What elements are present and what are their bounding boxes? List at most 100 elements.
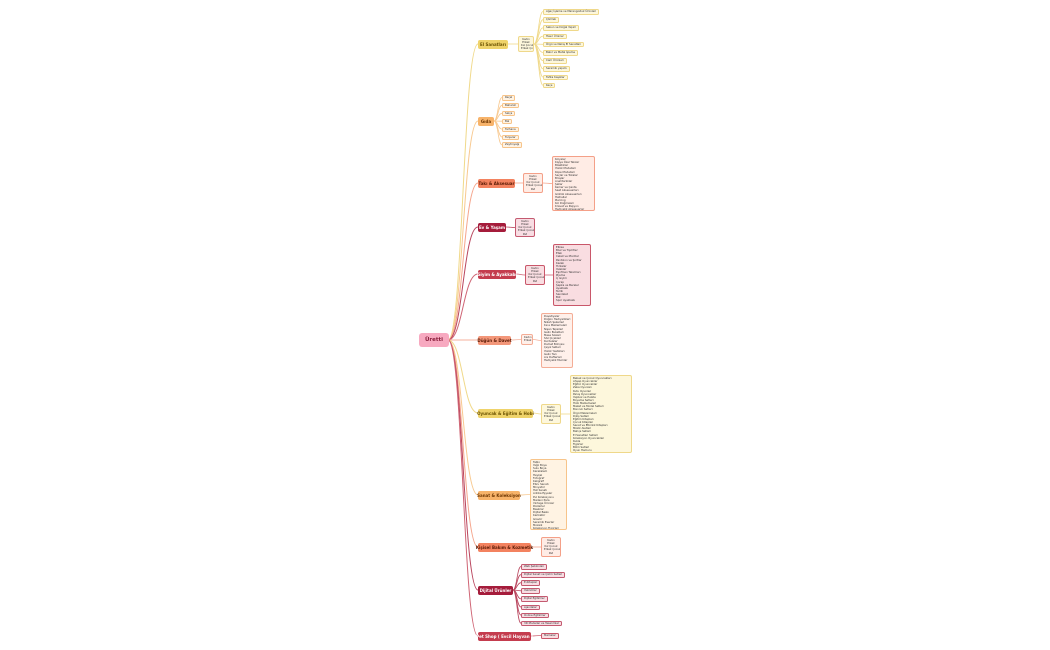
list-item: Karikatür <box>533 513 546 518</box>
list-item: Eğitim Kitapları <box>573 416 594 421</box>
list-item: Saçlar ve Tokalar <box>555 172 578 177</box>
leaf-node[interactable]: Keçe <box>543 82 556 89</box>
branch-link <box>505 226 516 228</box>
leaf-node[interactable]: Sabun ve Doğal Yapım <box>543 25 580 31</box>
leaf-node[interactable]: Reçel <box>502 95 516 101</box>
segment-box[interactable]: Kadın Erkek Kız Çocuk Erkek Çocuk Pet <box>541 537 561 557</box>
leaf-node[interactable]: Yazılımlar <box>521 588 540 594</box>
list-item: Ahşap Oyuncaklar <box>573 379 598 384</box>
leaf-node[interactable]: Web Şablonları <box>521 564 548 570</box>
branch-link <box>532 412 542 415</box>
leaf-node[interactable]: Dijital Eğitimler <box>521 596 548 602</box>
segment-item: Kız Çocuk <box>544 411 558 416</box>
leaf-node[interactable]: Cam Ürünleri <box>543 58 567 64</box>
leaf-node[interactable]: Online Eğitimler <box>521 612 549 619</box>
segment-item: Erkek <box>547 541 555 546</box>
segment-item: Kadın <box>522 37 530 41</box>
branch-node[interactable]: Pet Shop ( Evcil Hayvan ) <box>476 631 533 641</box>
segment-item: Kadın <box>547 405 555 409</box>
list-item: Sanat ve Etkinlik Kitapları <box>573 423 608 428</box>
list-item: Yelekler <box>556 266 567 271</box>
leaf-node[interactable]: E-Kitaplar <box>521 580 541 586</box>
leaf-node[interactable]: Turşular <box>502 134 519 141</box>
items-box[interactable]: Tablo Yağlı Boya Sulu Boya Karakalem Heykel F… <box>530 459 567 530</box>
leaf-node[interactable]: Seramik yapımı <box>543 66 570 72</box>
root-link <box>447 339 479 496</box>
list-item: Kravat ve Papyon <box>555 204 579 209</box>
segment-box[interactable]: Kadın Erkek <box>521 334 533 345</box>
leaf-node[interactable]: 3D Modeller ve Tasarımlar <box>521 620 563 627</box>
root-label: Üretti <box>424 337 444 343</box>
branch-label: Oyuncak & Eğitim & Hobi <box>477 410 534 416</box>
leaf-node[interactable]: Ajandalar <box>521 604 540 611</box>
branch-node[interactable]: Gıda <box>478 116 494 126</box>
list-item: Çorap <box>556 279 564 284</box>
segment-box[interactable]: Kadın Erkek Kız Çocuk Erkek Çocuk Pet <box>541 404 561 424</box>
branch-node[interactable]: El Sanatları <box>478 39 508 49</box>
branch-node[interactable]: Takı & Aksesuar <box>478 178 515 188</box>
list-item: Ayakkabı <box>556 285 569 290</box>
branch-node[interactable]: Sanat & Koleksiyon <box>477 490 521 500</box>
leaf-node[interactable]: Tahta Kaşıklar <box>543 74 568 81</box>
list-item: Çocuk Kitapları <box>573 419 594 424</box>
list-item: Sandalet <box>556 292 568 297</box>
leaf-node[interactable]: Mamalar <box>541 633 559 639</box>
list-item: Nişan Tepsileri <box>544 326 564 331</box>
branch-node[interactable]: Giyim & Ayakkabı <box>477 269 517 279</box>
leaf-node[interactable]: Salça <box>502 110 516 117</box>
items-box[interactable]: Davetiyeler Düğün Hediyelikleri Nikah Şeke… <box>541 313 573 368</box>
segment-box[interactable]: Kadın Erkek Kız Çocuk Erkek Çocuk Pet <box>525 265 545 285</box>
list-item: Bilim Setleri <box>573 445 590 450</box>
list-item: Fotoğraf <box>533 475 545 480</box>
segment-item: Erkek Çocuk <box>528 275 545 280</box>
list-item: Gelin Buketleri <box>544 329 564 334</box>
list-item: Kemer ve Çanta <box>555 185 577 190</box>
segment-item: Erkek Çocuk <box>526 183 543 188</box>
list-item: Kaligrafi <box>533 478 545 483</box>
list-item: Pantolon ve Şortlar <box>556 257 582 262</box>
list-item: Kol Düğmeleri <box>555 200 574 205</box>
list-item: Dikiş Setleri <box>573 413 590 418</box>
leaf-node[interactable]: Zeytinyağı <box>502 142 523 148</box>
list-item: Seramik Eserler <box>533 519 555 524</box>
branch-label: Giyim & Ayakkabı <box>477 271 517 277</box>
items-box[interactable]: Bebek ve Çocuk Oyuncakları Ahşap Oyuncakl… <box>570 375 632 453</box>
list-item: Terlik <box>556 288 563 293</box>
branch-node[interactable]: Oyuncak & Eğitim & Hobi <box>477 408 534 418</box>
leaf-node[interactable]: Dijital Sanat ve Çizim Setleri <box>521 572 566 578</box>
list-item: Halhallar <box>555 194 568 199</box>
list-item: Koleksiyon Figürleri <box>533 525 560 530</box>
leaf-node[interactable]: Tarhana <box>502 126 519 133</box>
leaf-node[interactable]: Ağaç İşleme ve Marangozluk Ürünleri <box>543 9 600 15</box>
leaf-link <box>512 589 522 624</box>
branch-node[interactable]: Düğün & Davet <box>477 335 512 345</box>
list-item: Hırkalar <box>556 263 567 268</box>
leaf-node[interactable]: Baharat <box>502 102 519 109</box>
root-node[interactable]: Üretti <box>419 333 449 347</box>
list-item: El Sanatları Setleri <box>573 432 598 437</box>
list-item: Kukla <box>573 438 581 443</box>
list-item: Kolyeler <box>555 157 566 161</box>
leaf-node[interactable]: Bakır ve Metal İşleme <box>543 50 578 56</box>
leaf-node[interactable]: Bal <box>502 118 513 125</box>
branch-node[interactable]: Ev & Yaşam <box>478 222 506 232</box>
segment-item: Pet <box>548 550 554 555</box>
segment-box[interactable]: Kadın Erkek Kız Çocuk Erkek Çocuk Pet <box>523 173 543 193</box>
segment-box[interactable]: Kadın Erkek Kız Çocuk Erkek Çocuk Pet <box>515 218 535 237</box>
branch-node[interactable]: Kişisel Bakım & Kozmetik <box>476 542 533 552</box>
list-item: Bebek ve Çocuk Oyuncakları <box>573 376 612 380</box>
segment-item: Kadın <box>547 538 555 542</box>
list-item: Heykel <box>533 472 543 477</box>
segment-item: Erkek Çocuk <box>544 547 561 552</box>
branch-link <box>510 339 522 341</box>
root-link <box>447 43 479 341</box>
leaf-node[interactable]: Çömlek <box>543 17 560 23</box>
branch-node[interactable]: Dijital Ürünler <box>478 585 513 595</box>
items-box[interactable]: Kolyeler Kişiye Özel Takılar Bileklikler Yü… <box>552 156 595 211</box>
leaf-node[interactable]: Hasır Ürünler <box>543 33 567 40</box>
list-item: Yüzük Modelleri <box>555 166 576 171</box>
leaf-node[interactable]: Örgü ve Nakış El Sanatları <box>543 41 585 48</box>
items-box[interactable]: Elbise Bluz ve Tişörtler Etek Ceket ve Mont… <box>553 244 591 306</box>
